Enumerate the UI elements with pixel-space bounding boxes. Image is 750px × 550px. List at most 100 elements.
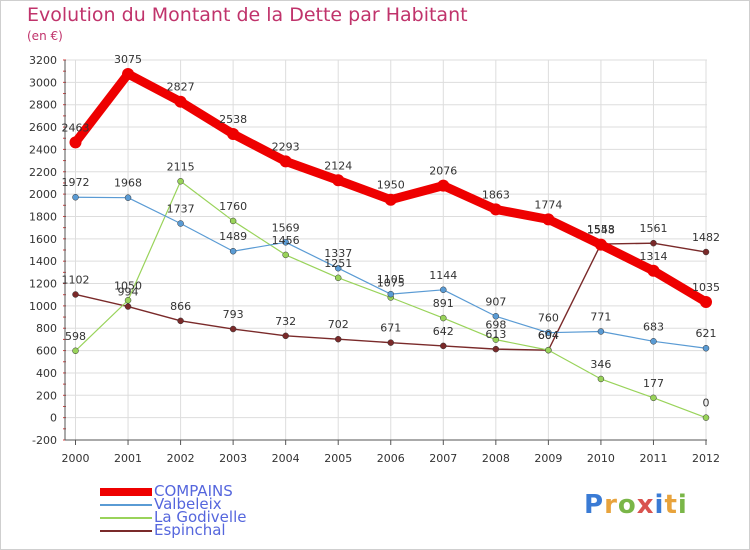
data-point bbox=[440, 286, 447, 294]
data-label: 683 bbox=[643, 320, 664, 333]
y-tick-label: 0 bbox=[50, 412, 57, 425]
data-point bbox=[69, 136, 82, 149]
logo-letter: i bbox=[677, 490, 688, 520]
data-point bbox=[492, 336, 500, 343]
data-point bbox=[700, 295, 712, 308]
data-label: 1950 bbox=[377, 179, 405, 192]
x-tick-label: 2008 bbox=[482, 452, 510, 465]
data-label: 1482 bbox=[692, 231, 720, 244]
x-tick-label: 2011 bbox=[639, 452, 667, 465]
data-label: 1337 bbox=[324, 247, 352, 260]
x-tick-label: 2005 bbox=[324, 452, 352, 465]
data-label: 604 bbox=[538, 329, 559, 342]
data-label: 760 bbox=[538, 312, 559, 325]
data-label: 732 bbox=[275, 315, 296, 328]
data-label: 1035 bbox=[692, 281, 720, 294]
y-tick-label: 2800 bbox=[29, 99, 57, 112]
data-label: 2076 bbox=[429, 165, 457, 178]
y-tick-label: 800 bbox=[36, 322, 57, 335]
data-label: 1314 bbox=[639, 250, 667, 263]
data-point bbox=[282, 239, 289, 246]
logo-letter: t bbox=[664, 490, 678, 520]
data-point bbox=[72, 347, 79, 355]
data-point bbox=[122, 67, 135, 80]
data-label: 598 bbox=[65, 330, 86, 343]
data-point bbox=[334, 264, 342, 272]
data-point bbox=[332, 174, 345, 187]
data-point bbox=[334, 274, 342, 282]
data-label: 1105 bbox=[377, 273, 405, 286]
logo-letter: P bbox=[584, 490, 605, 520]
data-point bbox=[124, 297, 132, 304]
y-tick-label: 2600 bbox=[29, 121, 57, 134]
data-point bbox=[177, 317, 184, 325]
data-point bbox=[177, 178, 184, 185]
legend-swatch bbox=[100, 504, 152, 506]
data-point bbox=[440, 314, 447, 322]
y-tick-label: 1800 bbox=[29, 210, 57, 223]
logo-letter: x bbox=[636, 490, 655, 520]
data-point bbox=[702, 414, 710, 421]
legend-swatch bbox=[100, 488, 152, 496]
y-tick-label: 2000 bbox=[29, 188, 57, 201]
data-point bbox=[229, 247, 237, 255]
proxiti-logo: Proxiti bbox=[584, 490, 688, 520]
data-label: 994 bbox=[118, 286, 139, 299]
data-label: 1548 bbox=[587, 224, 615, 237]
y-tick-label: 1400 bbox=[29, 255, 57, 268]
data-point bbox=[227, 127, 240, 140]
data-label: 1737 bbox=[167, 203, 195, 216]
data-point bbox=[387, 339, 394, 346]
data-point bbox=[440, 342, 447, 350]
data-label: 2293 bbox=[272, 140, 300, 153]
logo-letter: r bbox=[604, 490, 618, 520]
data-label: 702 bbox=[328, 318, 349, 331]
legend-label: Valbeleix bbox=[154, 495, 222, 513]
data-label: 1968 bbox=[114, 177, 142, 190]
y-tick-label: 1000 bbox=[29, 300, 57, 313]
data-label: 1863 bbox=[482, 188, 510, 201]
data-label: 1774 bbox=[534, 198, 562, 211]
data-point bbox=[492, 345, 500, 353]
data-label: 1569 bbox=[272, 221, 300, 234]
data-label: 604 bbox=[538, 329, 559, 342]
data-label: 1456 bbox=[272, 234, 300, 247]
data-label: 2463 bbox=[62, 121, 90, 134]
data-point bbox=[647, 264, 660, 277]
x-tick-label: 2001 bbox=[114, 452, 142, 465]
logo-letter: o bbox=[617, 490, 637, 520]
y-tick-label: 2400 bbox=[29, 143, 57, 156]
data-point bbox=[702, 344, 710, 352]
data-point bbox=[72, 291, 79, 298]
data-label: 771 bbox=[590, 310, 611, 323]
data-point bbox=[334, 335, 342, 343]
data-label: 698 bbox=[485, 319, 506, 332]
data-point bbox=[545, 346, 552, 354]
x-tick-label: 2006 bbox=[377, 452, 405, 465]
data-label: 346 bbox=[590, 358, 611, 371]
data-point bbox=[124, 303, 132, 310]
data-point bbox=[594, 238, 607, 251]
data-label: 3075 bbox=[114, 53, 142, 66]
x-tick-label: 2004 bbox=[272, 452, 300, 465]
data-label: 1050 bbox=[114, 279, 142, 292]
y-tick-label: 1200 bbox=[29, 278, 57, 291]
legend-label: Espinchal bbox=[154, 521, 226, 539]
data-point bbox=[384, 193, 397, 206]
data-point bbox=[437, 179, 450, 192]
data-point bbox=[72, 193, 79, 201]
data-label: 2827 bbox=[167, 81, 195, 94]
data-label: 2124 bbox=[324, 159, 352, 172]
data-point bbox=[279, 155, 292, 168]
data-point bbox=[174, 95, 187, 108]
x-tick-label: 2012 bbox=[692, 452, 720, 465]
data-label: 1561 bbox=[639, 222, 667, 235]
data-label: 1553 bbox=[587, 223, 615, 236]
y-tick-label: 1600 bbox=[29, 233, 57, 246]
y-tick-label: 600 bbox=[36, 345, 57, 358]
legend-label: COMPAINS bbox=[154, 482, 233, 500]
data-label: 793 bbox=[223, 308, 244, 321]
y-tick-label: 3000 bbox=[29, 76, 57, 89]
data-point bbox=[650, 338, 657, 345]
data-label: 866 bbox=[170, 300, 191, 313]
